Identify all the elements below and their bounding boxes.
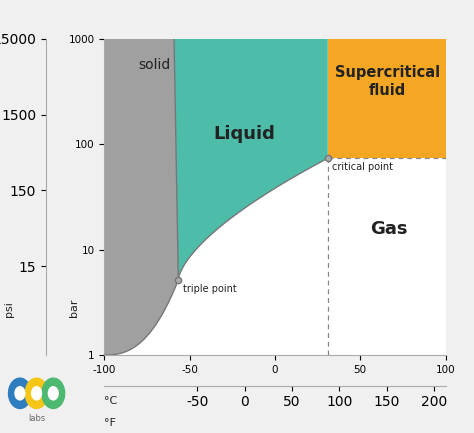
Text: psi: psi <box>4 301 14 317</box>
Circle shape <box>9 378 31 408</box>
Polygon shape <box>104 39 178 355</box>
Text: bar: bar <box>69 299 79 317</box>
Text: triple point: triple point <box>182 284 237 294</box>
Polygon shape <box>328 39 446 158</box>
Text: Supercritical
fluid: Supercritical fluid <box>335 65 440 98</box>
Circle shape <box>25 378 48 408</box>
Text: labs: labs <box>28 414 45 423</box>
Text: °C: °C <box>104 396 118 406</box>
Text: Liquid: Liquid <box>213 125 275 143</box>
Polygon shape <box>174 39 328 280</box>
Text: solid: solid <box>138 58 171 72</box>
Circle shape <box>32 387 42 400</box>
Circle shape <box>48 387 58 400</box>
Text: Gas: Gas <box>371 220 408 238</box>
Text: critical point: critical point <box>332 162 393 172</box>
Circle shape <box>42 378 64 408</box>
Circle shape <box>15 387 25 400</box>
Text: °F: °F <box>104 418 116 428</box>
